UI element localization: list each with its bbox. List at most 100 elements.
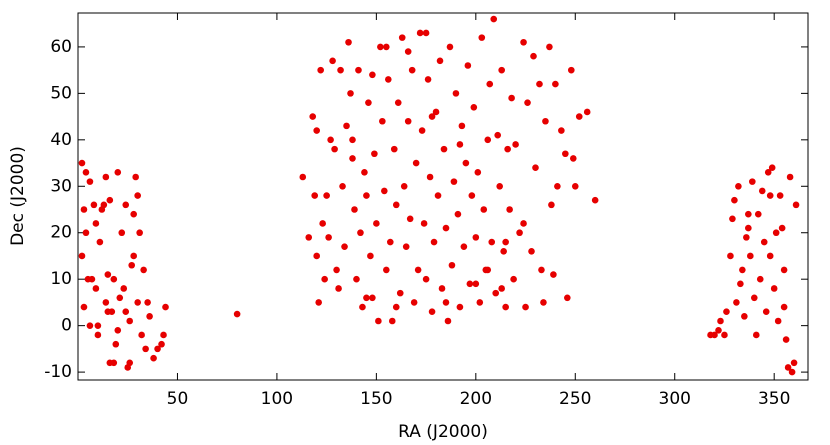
point [552, 80, 559, 88]
point [112, 340, 120, 348]
point [367, 252, 374, 260]
point [472, 234, 480, 241]
point [345, 38, 352, 46]
point [369, 294, 376, 302]
point [756, 275, 764, 283]
point [363, 192, 370, 199]
point [373, 220, 380, 227]
point [426, 173, 434, 181]
point [384, 76, 392, 83]
point [764, 169, 772, 176]
point [347, 90, 354, 97]
point [414, 266, 422, 274]
point [508, 94, 515, 102]
point [721, 331, 728, 339]
x-tick-label: 200 [460, 389, 492, 409]
point [731, 196, 738, 204]
point [488, 238, 496, 246]
point [162, 303, 169, 311]
point [743, 234, 750, 241]
point [313, 252, 320, 260]
point [321, 275, 328, 283]
point [80, 303, 88, 311]
point [528, 248, 535, 255]
point [466, 280, 474, 288]
point [498, 66, 505, 74]
point [359, 303, 366, 311]
point [496, 182, 503, 190]
point [317, 66, 324, 74]
point [351, 206, 358, 213]
point [323, 192, 330, 199]
point [480, 206, 488, 213]
point [315, 299, 322, 306]
point [583, 108, 591, 116]
point [78, 252, 86, 260]
point [786, 173, 794, 181]
point [102, 173, 110, 181]
point [550, 271, 557, 278]
point [717, 317, 724, 325]
point [313, 127, 320, 134]
point [737, 280, 744, 288]
point [335, 285, 342, 292]
point [339, 182, 346, 190]
point [723, 308, 730, 316]
point [784, 364, 792, 371]
point [520, 38, 527, 46]
point [524, 99, 531, 106]
point [383, 266, 390, 274]
point [766, 192, 774, 199]
point [110, 359, 118, 367]
point [494, 131, 502, 139]
point [394, 99, 402, 106]
point [130, 252, 137, 260]
point [404, 48, 412, 55]
point [343, 122, 350, 130]
point [484, 266, 492, 274]
point [140, 266, 147, 274]
point [82, 229, 90, 237]
point [741, 313, 748, 320]
point [456, 141, 464, 148]
point [416, 29, 424, 37]
point [768, 164, 776, 171]
point [532, 164, 539, 171]
point [770, 285, 778, 292]
point [92, 285, 100, 292]
y-tick-label: 30 [50, 176, 72, 196]
x-tick-label: 250 [559, 389, 591, 409]
point [510, 275, 517, 283]
point [434, 192, 442, 199]
point [337, 66, 344, 74]
point [448, 261, 456, 269]
point [400, 182, 408, 190]
point [752, 331, 760, 339]
point [432, 108, 440, 116]
point [562, 150, 569, 158]
point [100, 201, 108, 209]
point [500, 248, 507, 255]
point [460, 243, 468, 250]
point [402, 243, 410, 250]
point [442, 224, 450, 232]
point [542, 117, 549, 125]
point [554, 182, 561, 190]
y-tick-label: 10 [50, 269, 72, 289]
point [470, 104, 478, 111]
point [490, 15, 498, 23]
point [150, 354, 157, 362]
point [381, 187, 388, 195]
point [420, 220, 428, 227]
point [406, 215, 414, 223]
point [390, 145, 398, 153]
point [727, 252, 734, 260]
point [758, 187, 766, 195]
point [733, 299, 740, 306]
point [745, 224, 752, 232]
point [311, 192, 319, 199]
x-tick-label: 300 [659, 389, 691, 409]
point [492, 289, 500, 297]
x-tick-label: 50 [167, 389, 189, 409]
point [464, 62, 472, 69]
